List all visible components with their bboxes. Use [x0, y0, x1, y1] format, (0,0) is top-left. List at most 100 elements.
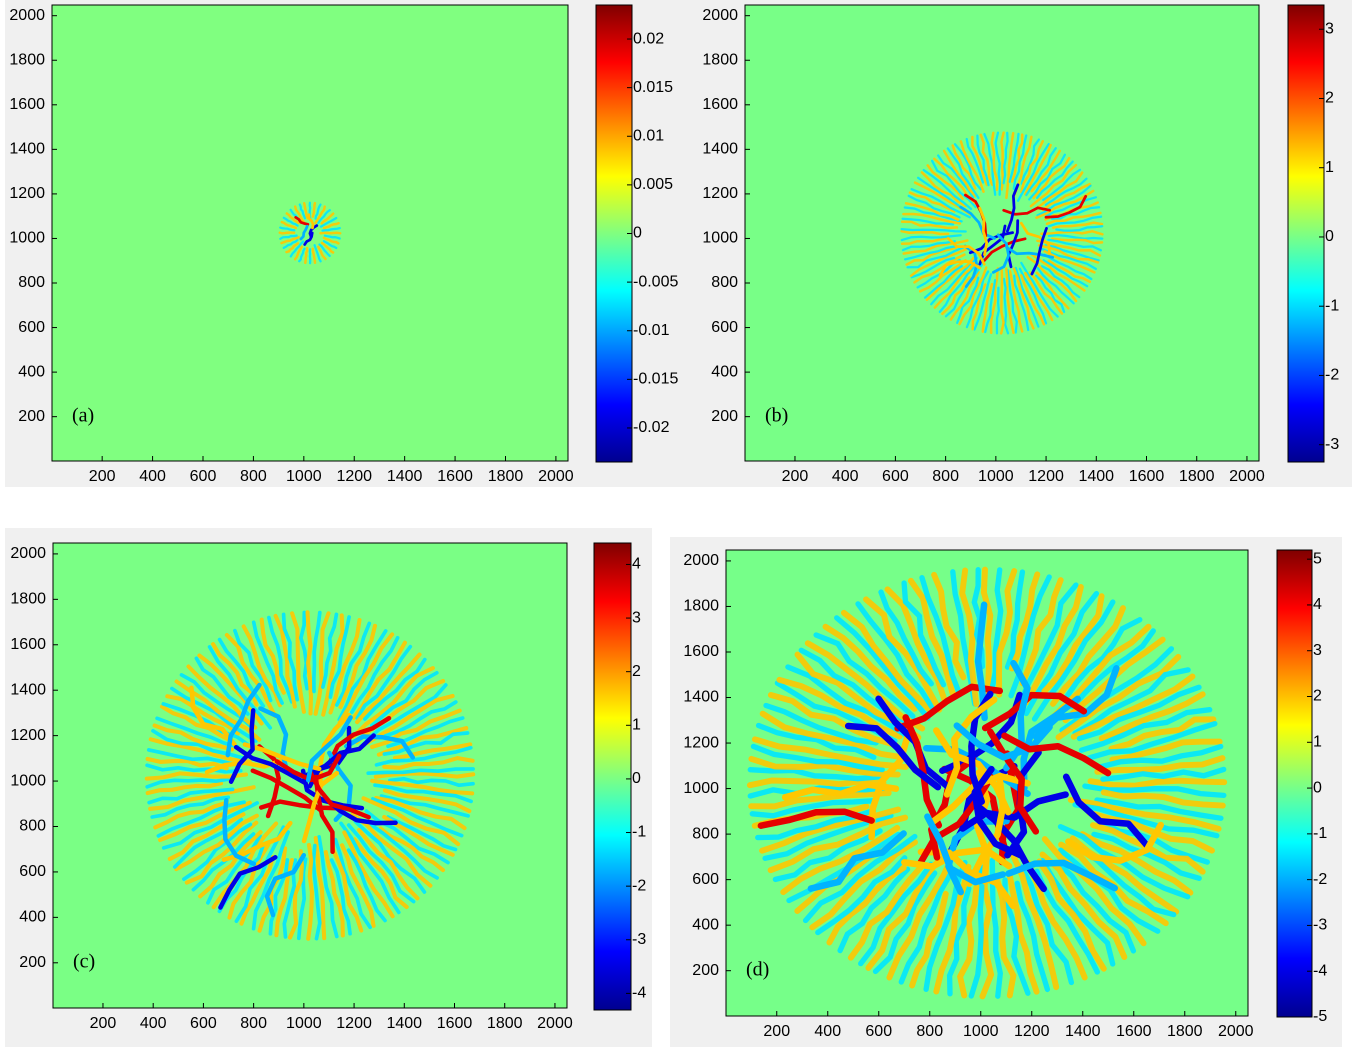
colorbar-tick-label: 1: [1325, 159, 1334, 176]
y-tick-label: 1000: [683, 780, 719, 797]
colorbar-tick-label: 2: [632, 663, 641, 680]
colorbar-tick-label: 0: [1325, 228, 1334, 245]
y-tick-label: 1800: [702, 51, 738, 68]
y-tick-label: 1400: [10, 681, 46, 698]
x-tick-label: 1600: [437, 468, 473, 485]
x-tick-label: 400: [140, 1015, 167, 1032]
y-tick-label: 200: [19, 954, 46, 971]
y-tick-label: 200: [18, 408, 45, 425]
y-tick-label: 1600: [10, 636, 46, 653]
y-tick-label: 1800: [683, 598, 719, 615]
y-tick-label: 1400: [683, 689, 719, 706]
colorbar-tick-label: -1: [1325, 297, 1339, 314]
colorbar-tick-label: 1: [1313, 734, 1322, 751]
colorbar-tick-label: -3: [632, 931, 646, 948]
colorbar-tick-label: 0: [1313, 779, 1322, 796]
y-tick-label: 600: [18, 319, 45, 336]
y-tick-label: 1600: [9, 96, 45, 113]
x-tick-label: 800: [932, 468, 959, 485]
x-tick-label: 600: [190, 468, 217, 485]
panel-label: (b): [765, 404, 788, 426]
y-tick-label: 2000: [702, 7, 738, 24]
colorbar-tick-label: 2: [1325, 90, 1334, 107]
colorbar-tick-label: 3: [1313, 642, 1322, 659]
y-tick-label: 800: [711, 274, 738, 291]
x-tick-label: 800: [240, 468, 267, 485]
x-tick-label: 1200: [336, 468, 372, 485]
colorbar-tick-label: -3: [1313, 917, 1327, 934]
x-tick-label: 200: [782, 468, 809, 485]
colorbar: [1288, 5, 1324, 462]
colorbar-tick-label: 3: [632, 609, 641, 626]
heatmap-field: [745, 5, 1259, 461]
colorbar: [1277, 550, 1312, 1017]
colorbar-tick-label: -4: [1313, 962, 1327, 979]
x-tick-label: 1000: [286, 1015, 322, 1032]
x-tick-label: 1000: [978, 468, 1014, 485]
colorbar-tick-label: -1: [1313, 825, 1327, 842]
colorbar-tick-label: -5: [1313, 1008, 1327, 1025]
y-tick-label: 1200: [9, 185, 45, 202]
y-tick-label: 600: [711, 319, 738, 336]
panel-label: (a): [72, 404, 94, 426]
panel-label: (c): [73, 950, 95, 972]
colorbar-tick-label: -0.015: [633, 371, 678, 388]
x-tick-label: 1400: [1065, 1023, 1101, 1040]
x-tick-label: 600: [865, 1023, 892, 1040]
colorbar-tick-label: 2: [1313, 688, 1322, 705]
x-tick-label: 1600: [437, 1015, 473, 1032]
colorbar-tick-label: 0.02: [633, 30, 664, 47]
y-tick-label: 2000: [9, 7, 45, 24]
x-tick-label: 200: [90, 1015, 117, 1032]
y-tick-label: 1000: [10, 772, 46, 789]
x-tick-label: 1200: [1014, 1023, 1050, 1040]
pattern-stripe: [321, 233, 341, 234]
colorbar-tick-label: -0.01: [633, 322, 670, 339]
y-tick-label: 400: [692, 916, 719, 933]
y-tick-label: 400: [18, 363, 45, 380]
x-tick-label: 1000: [286, 468, 322, 485]
x-tick-label: 200: [89, 468, 116, 485]
y-tick-label: 1200: [683, 734, 719, 751]
x-tick-label: 1800: [487, 1015, 523, 1032]
y-tick-label: 1000: [9, 230, 45, 247]
colorbar-tick-label: 0.005: [633, 176, 673, 193]
x-tick-label: 1600: [1129, 468, 1165, 485]
x-tick-label: 600: [882, 468, 909, 485]
colorbar-tick-label: -3: [1325, 436, 1339, 453]
colorbar: [594, 543, 631, 1010]
y-tick-label: 1000: [702, 230, 738, 247]
panel-label: (d): [746, 958, 769, 980]
colorbar-tick-label: -1: [632, 824, 646, 841]
x-tick-label: 1400: [1078, 468, 1114, 485]
x-tick-label: 1800: [488, 468, 524, 485]
y-tick-label: 800: [18, 274, 45, 291]
y-tick-label: 1400: [9, 141, 45, 158]
y-tick-label: 1200: [10, 727, 46, 744]
colorbar-tick-label: 0.015: [633, 79, 673, 96]
pattern-stripe: [280, 233, 294, 234]
x-tick-label: 2000: [538, 468, 574, 485]
colorbar-tick-label: -0.02: [633, 419, 670, 436]
colorbar-tick-label: -2: [1325, 367, 1339, 384]
colorbar-tick-label: -2: [1313, 871, 1327, 888]
x-tick-label: 1800: [1179, 468, 1215, 485]
y-tick-label: 600: [19, 863, 46, 880]
colorbar-tick-label: 0.01: [633, 127, 664, 144]
y-tick-label: 800: [19, 818, 46, 835]
x-tick-label: 800: [240, 1015, 267, 1032]
x-tick-label: 400: [139, 468, 166, 485]
x-tick-label: 1400: [387, 468, 423, 485]
x-tick-label: 1400: [386, 1015, 422, 1032]
x-tick-label: 1200: [336, 1015, 372, 1032]
y-tick-label: 2000: [10, 545, 46, 562]
colorbar-tick-label: 5: [1313, 550, 1322, 567]
colorbar-tick-label: -0.005: [633, 273, 678, 290]
y-tick-label: 1600: [683, 643, 719, 660]
colorbar-tick-label: 4: [1313, 596, 1322, 613]
colorbar-tick-label: 4: [632, 556, 641, 573]
